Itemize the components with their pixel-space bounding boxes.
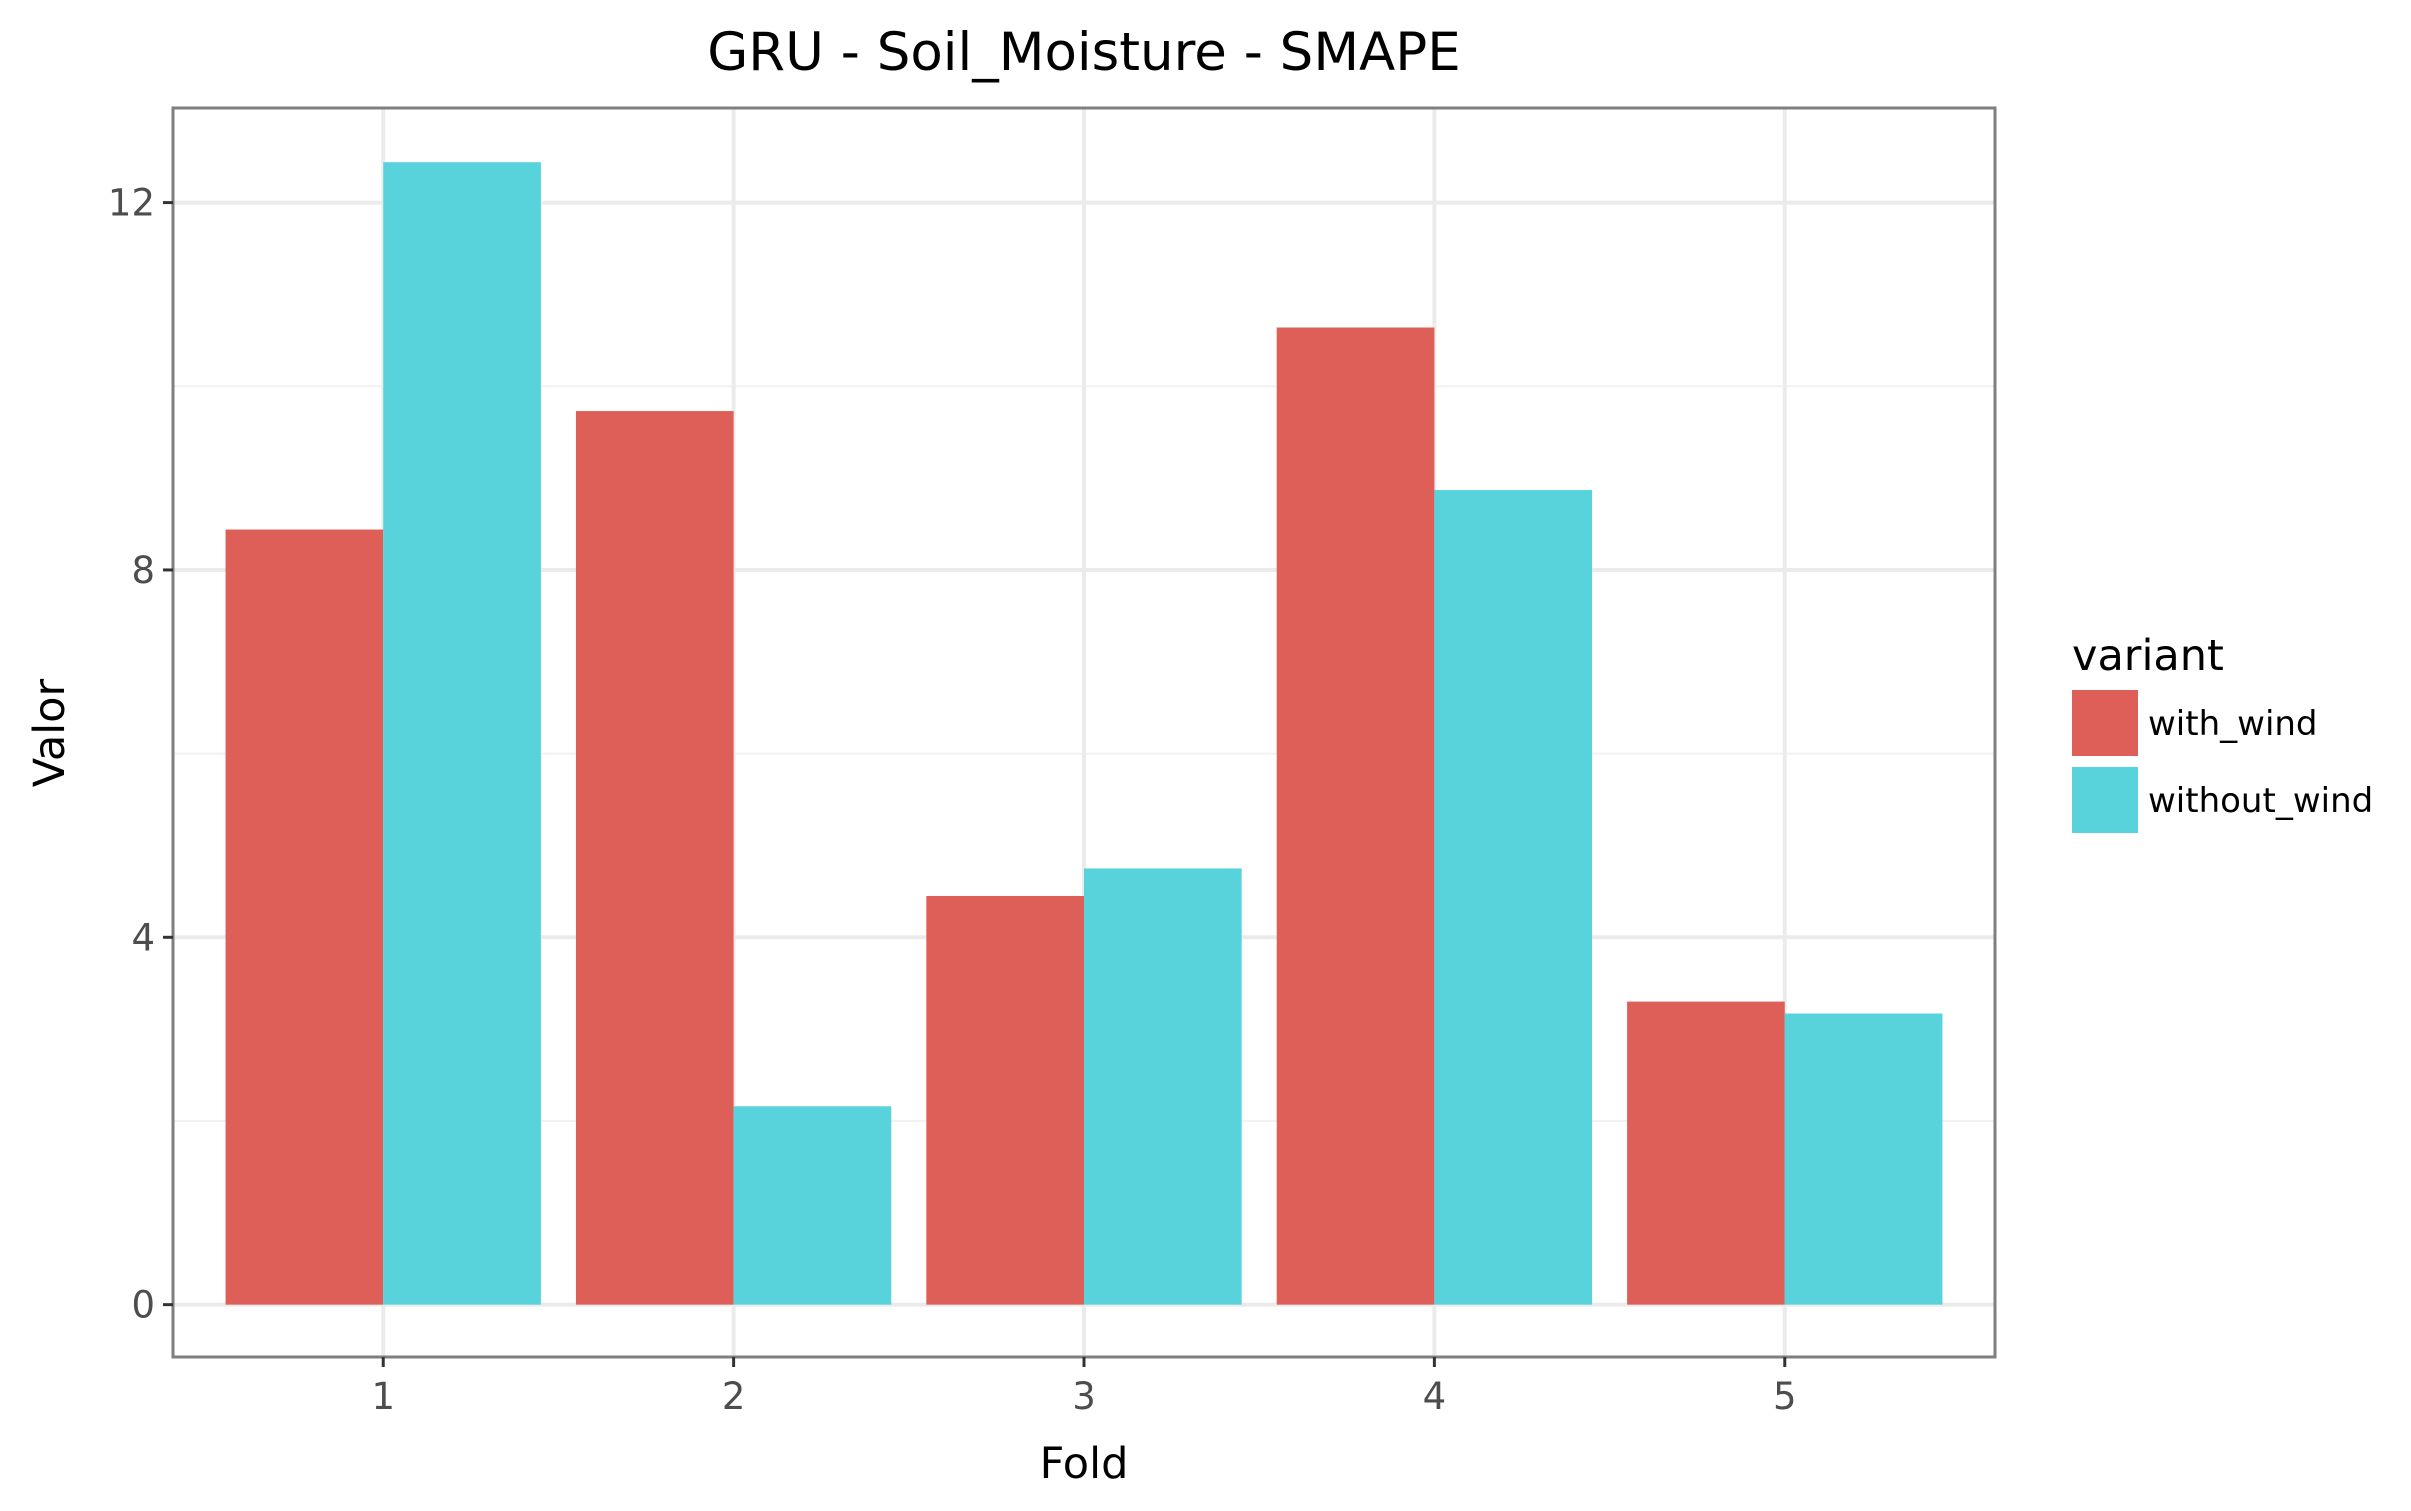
y-tick-label: 8 — [131, 549, 155, 592]
bar-without-wind-fold-2 — [733, 1106, 892, 1305]
y-tick-label: 4 — [131, 916, 155, 959]
bar-with-wind-fold-5 — [1627, 1001, 1785, 1305]
legend-label-with-wind: with_wind — [2148, 704, 2318, 744]
legend-swatch-without-wind — [2072, 767, 2138, 833]
x-axis: 1 2 3 4 5 — [371, 1357, 1797, 1418]
legend: variant with_wind without_wind — [2072, 631, 2373, 833]
x-tick-label: 2 — [722, 1375, 746, 1418]
y-tick-label: 12 — [108, 182, 155, 225]
bar-without-wind-fold-4 — [1434, 490, 1593, 1305]
bar-with-wind-fold-4 — [1276, 327, 1435, 1305]
x-tick-label: 4 — [1423, 1375, 1447, 1418]
bars-layer — [225, 162, 1943, 1305]
chart-title: GRU - Soil_Moisture - SMAPE — [707, 22, 1461, 83]
bar-with-wind-fold-2 — [575, 411, 734, 1305]
legend-swatch-with-wind — [2072, 690, 2138, 756]
y-axis: 0 4 8 12 — [108, 182, 173, 1327]
bar-without-wind-fold-3 — [1084, 868, 1242, 1305]
x-axis-title: Fold — [1040, 1439, 1129, 1489]
x-tick-label: 1 — [371, 1375, 395, 1418]
bar-with-wind-fold-3 — [926, 895, 1084, 1305]
y-tick-label: 0 — [131, 1284, 155, 1327]
x-tick-label: 3 — [1072, 1375, 1096, 1418]
bar-without-wind-fold-1 — [383, 162, 541, 1305]
y-axis-title: Valor — [25, 679, 75, 788]
bar-without-wind-fold-5 — [1784, 1013, 1943, 1305]
x-tick-label: 5 — [1773, 1375, 1797, 1418]
legend-title: variant — [2072, 631, 2224, 681]
legend-label-without-wind: without_wind — [2148, 781, 2373, 821]
bar-with-wind-fold-1 — [225, 529, 384, 1305]
